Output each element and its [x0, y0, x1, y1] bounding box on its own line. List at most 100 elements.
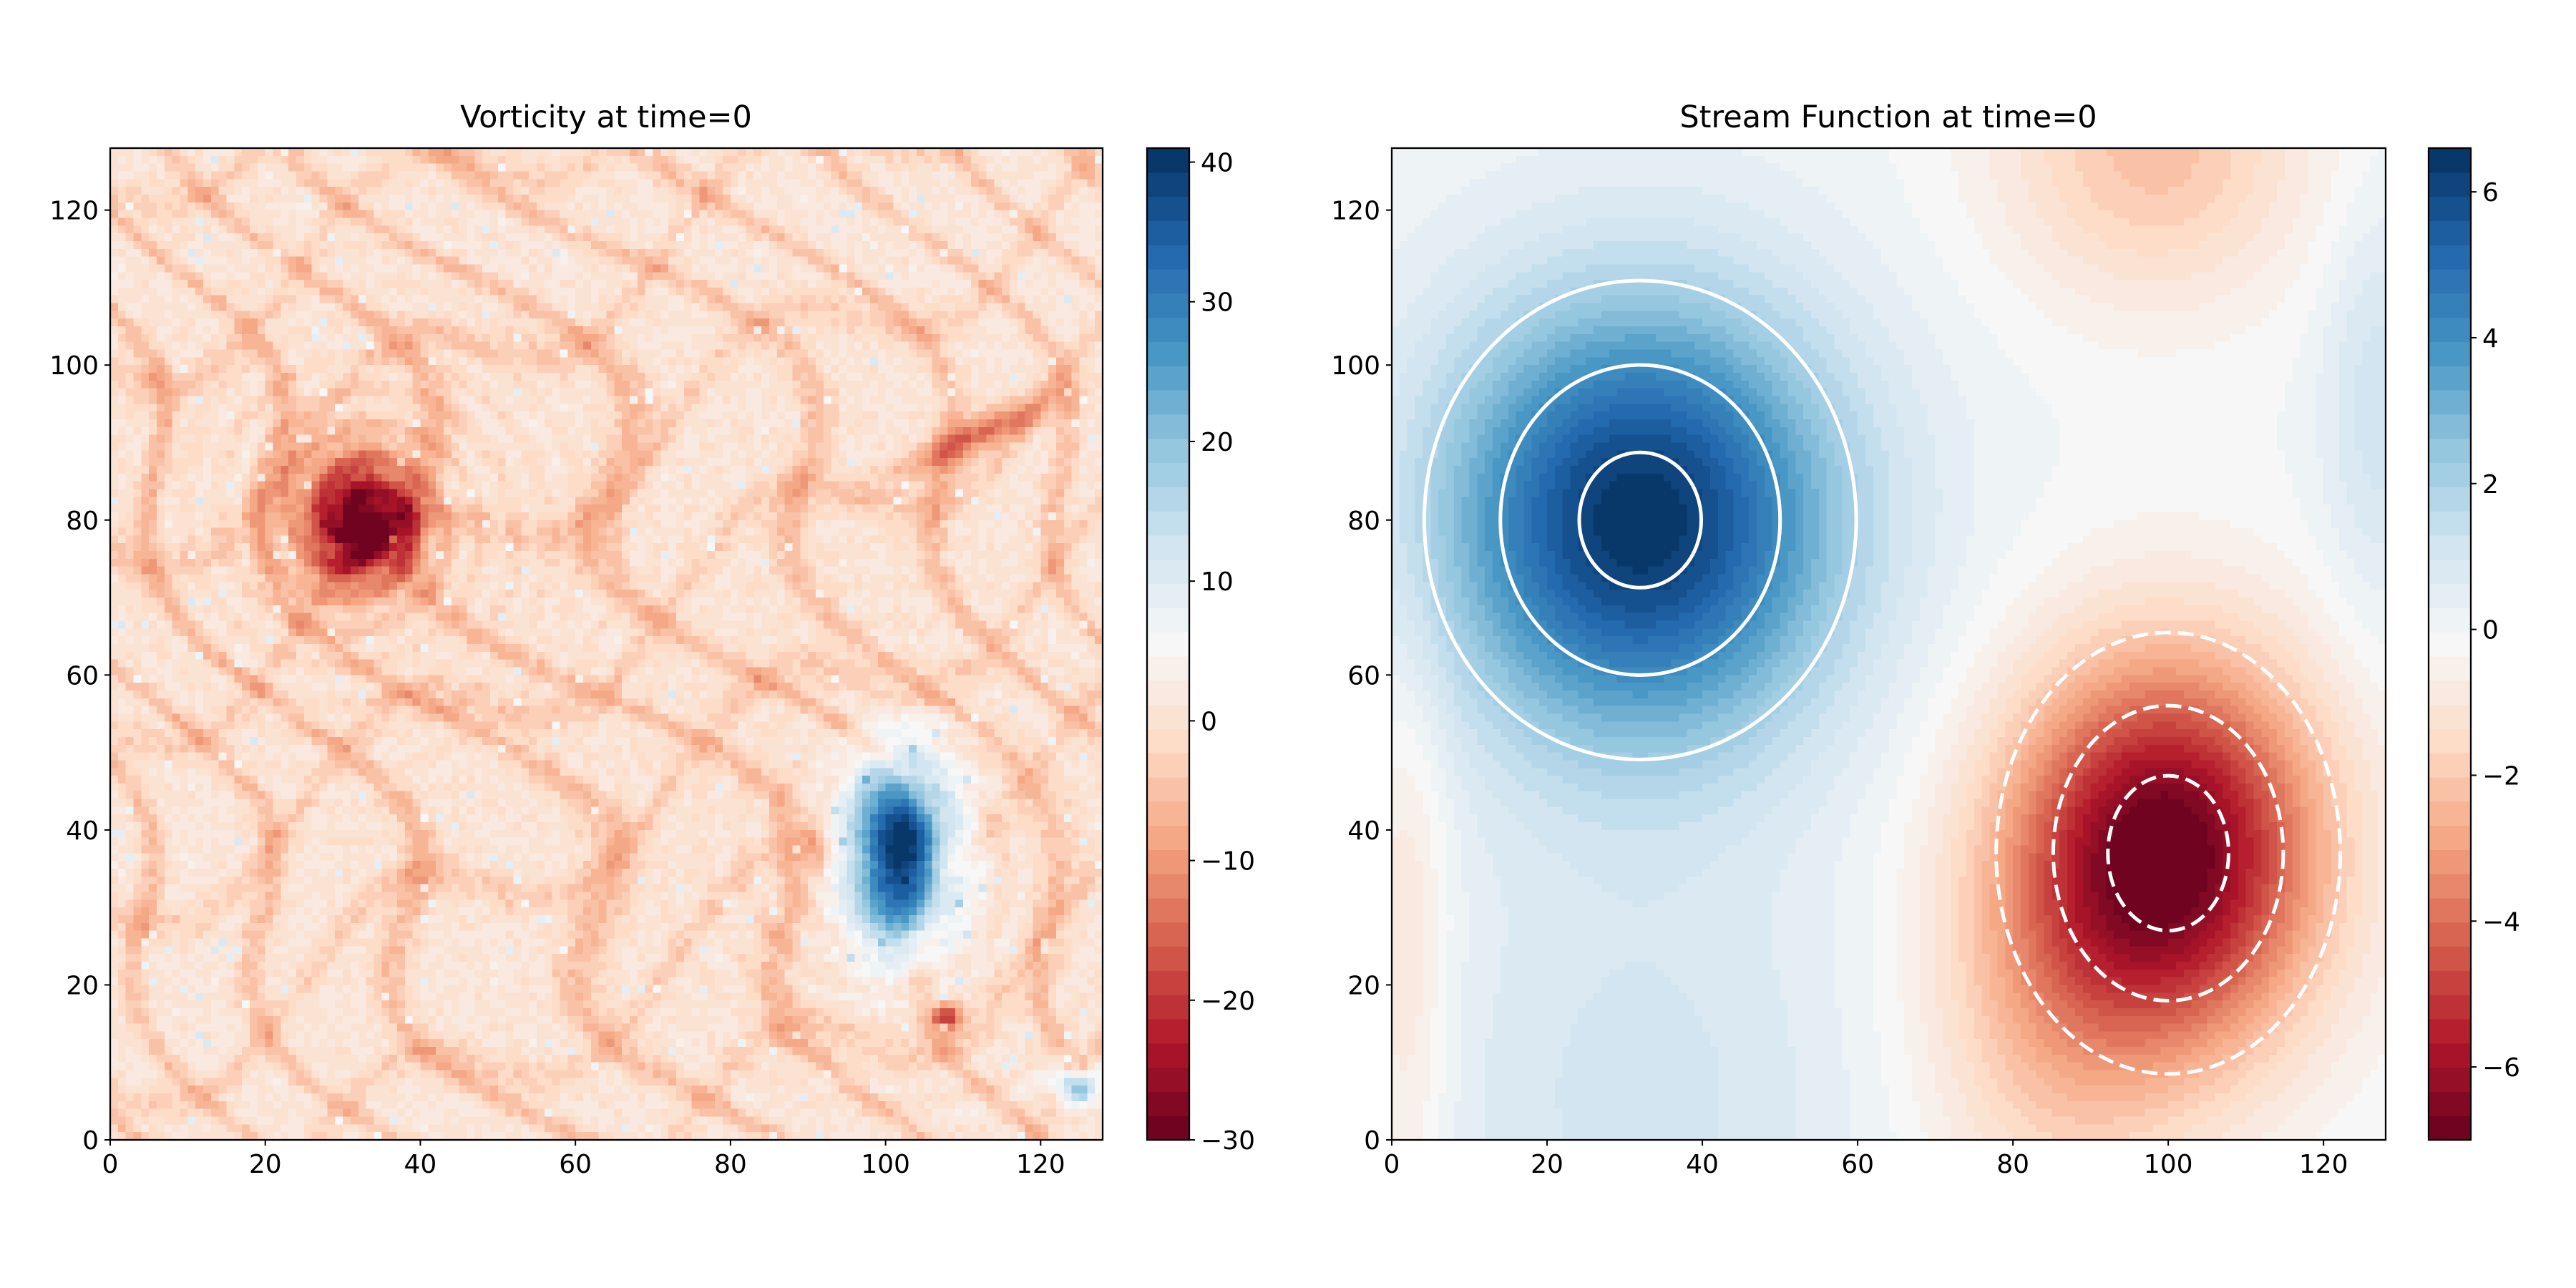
- y-tick-label: 40: [1347, 816, 1380, 846]
- colorbar-band: [2429, 801, 2471, 826]
- colorbar-band: [2429, 220, 2471, 245]
- colorbar-band: [2429, 535, 2471, 560]
- colorbar-tick-label: 40: [1201, 149, 1234, 178]
- colorbar-band: [1147, 245, 1189, 270]
- colorbar-band: [2429, 390, 2471, 415]
- colorbar-band: [1147, 632, 1189, 657]
- x-tick-label: 80: [714, 1150, 747, 1179]
- colorbar-tick-label: 0: [2482, 616, 2499, 645]
- colorbar-band: [2429, 1018, 2471, 1044]
- colorbar-band: [2429, 341, 2471, 366]
- colorbar-band: [1147, 148, 1189, 173]
- x-tick-label: 120: [2299, 1150, 2348, 1179]
- colorbar-band: [1147, 970, 1189, 995]
- colorbar-band: [2429, 1116, 2471, 1141]
- colorbar-band: [2429, 704, 2471, 729]
- colorbar-band: [2429, 196, 2471, 222]
- x-tick-label: 100: [2144, 1150, 2193, 1179]
- colorbar-band: [1147, 655, 1189, 681]
- colorbar-frame: [2427, 147, 2472, 1141]
- colorbar-band: [1147, 1067, 1189, 1092]
- x-tick-label: 0: [1384, 1150, 1400, 1179]
- x-tick-label: 0: [102, 1150, 119, 1179]
- colorbar-band: [1147, 680, 1189, 706]
- colorbar-tick-label: 6: [2482, 178, 2499, 208]
- y-tick-label: 80: [66, 507, 99, 536]
- colorbar-band: [1147, 438, 1189, 464]
- colorbar-band: [2429, 995, 2471, 1020]
- colorbar-frame: [1146, 147, 1191, 1141]
- colorbar-band: [2429, 946, 2471, 971]
- stream-function-title: Stream Function at time=0: [1679, 99, 2097, 135]
- colorbar-tick-label: 20: [1201, 428, 1234, 457]
- colorbar-band: [2429, 245, 2471, 270]
- colorbar-band: [2429, 1067, 2471, 1092]
- colorbar-band: [2429, 511, 2471, 536]
- colorbar: −6 −4 −2 0 2 4 6: [2427, 147, 2520, 1141]
- y-tick-label: 0: [1364, 1126, 1380, 1156]
- colorbar-band: [2429, 1091, 2471, 1116]
- colorbar-band: [2429, 608, 2471, 633]
- y-tick-label: 40: [66, 816, 99, 846]
- vorticity-title: Vorticity at time=0: [460, 99, 752, 135]
- colorbar-band: [2429, 922, 2471, 947]
- colorbar-band: [1147, 414, 1189, 439]
- colorbar-tick-label: 2: [2482, 470, 2499, 499]
- colorbar-band: [2429, 293, 2471, 318]
- colorbar-band: [1147, 776, 1189, 802]
- colorbar-band: [1147, 728, 1189, 753]
- x-tick-label: 60: [1841, 1150, 1874, 1179]
- colorbar-band: [1147, 995, 1189, 1020]
- colorbar-band: [1147, 317, 1189, 343]
- colorbar-band: [2429, 559, 2471, 585]
- colorbar-band: [2429, 438, 2471, 464]
- colorbar-band: [1147, 462, 1189, 487]
- colorbar-band: [2429, 317, 2471, 343]
- colorbar-tick-label: 30: [1201, 288, 1234, 318]
- colorbar-band: [2429, 462, 2471, 487]
- colorbar-band: [1147, 583, 1189, 608]
- colorbar-tick-label: −6: [2482, 1053, 2520, 1083]
- colorbar: −30 −20 −10 0 10 20 30 40: [1146, 147, 1255, 1156]
- y-tick-label: 100: [49, 351, 99, 381]
- y-tick-label: 60: [66, 661, 99, 691]
- x-tick-label: 20: [249, 1150, 282, 1179]
- colorbar-band: [1147, 511, 1189, 536]
- colorbar-tick-label: 4: [2482, 324, 2499, 353]
- colorbar-tick-label: 10: [1201, 567, 1234, 597]
- contour-level--4: [2051, 703, 2285, 1003]
- colorbar-band: [1147, 1018, 1189, 1044]
- colorbar-tick-label: −4: [2482, 907, 2520, 937]
- colorbar-band: [2429, 583, 2471, 608]
- colorbar-band: [1147, 172, 1189, 197]
- colorbar-band: [2429, 849, 2471, 874]
- contour-level-6: [1577, 450, 1704, 590]
- colorbar-band: [2429, 897, 2471, 923]
- colorbar-band: [1147, 293, 1189, 318]
- colorbar-band: [1147, 608, 1189, 633]
- y-tick-label: 100: [1331, 351, 1380, 381]
- contour-level--2: [1994, 630, 2343, 1076]
- contour-level-4: [1498, 363, 1782, 677]
- x-tick-label: 80: [1996, 1150, 2029, 1179]
- colorbar-band: [2429, 970, 2471, 995]
- contour-lines: [1422, 278, 2343, 1076]
- colorbar-band: [1147, 487, 1189, 512]
- colorbar-band: [2429, 1043, 2471, 1068]
- colorbar-band: [2429, 825, 2471, 850]
- colorbar-band: [2429, 414, 2471, 439]
- colorbar-band: [2429, 655, 2471, 681]
- colorbar-band: [2429, 632, 2471, 657]
- colorbar-band: [1147, 704, 1189, 729]
- colorbar-band: [1147, 946, 1189, 971]
- y-tick-label: 120: [49, 197, 99, 226]
- colorbar-tick-label: −10: [1201, 847, 1255, 877]
- colorbar-tick-label: −20: [1201, 987, 1255, 1016]
- colorbar-band: [1147, 559, 1189, 585]
- y-tick-label: 20: [1347, 971, 1380, 1000]
- colorbar-band: [1147, 897, 1189, 923]
- colorbar-band: [1147, 825, 1189, 850]
- colorbar-band: [2429, 753, 2471, 778]
- x-tick-label: 20: [1531, 1150, 1563, 1179]
